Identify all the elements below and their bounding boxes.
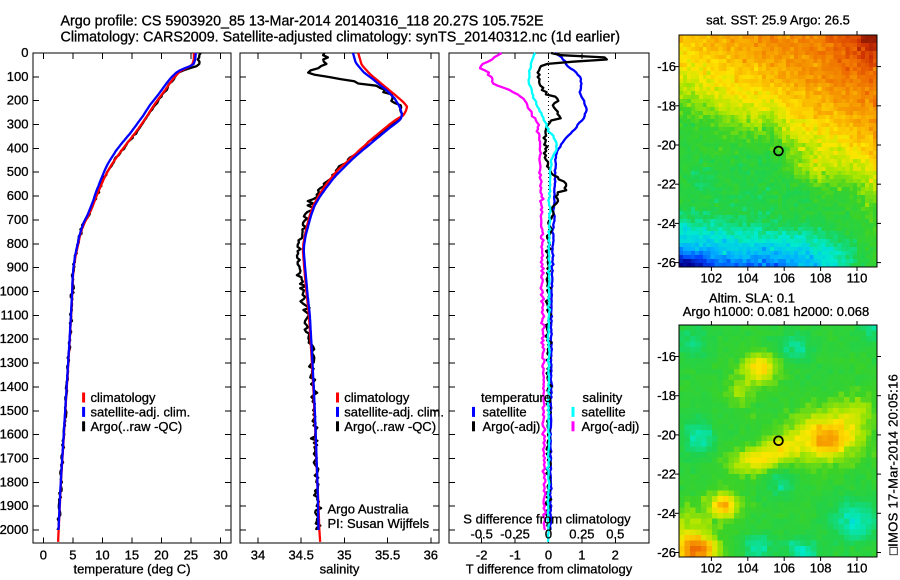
svg-text:satellite-adj. clim.: satellite-adj. clim. [344, 404, 444, 419]
svg-text:-0.5: -0.5 [470, 527, 492, 542]
svg-text:Argo(-adj): Argo(-adj) [483, 419, 541, 434]
svg-text:satellite: satellite [582, 404, 626, 419]
svg-text:106: 106 [773, 561, 795, 576]
svg-text:-20: -20 [657, 138, 676, 153]
svg-text:30: 30 [213, 548, 227, 563]
svg-text:salinity: salinity [583, 390, 623, 405]
svg-text:0: 0 [40, 548, 47, 563]
svg-text:T difference from climatology: T difference from climatology [466, 562, 633, 577]
svg-text:35.5: 35.5 [375, 548, 400, 563]
svg-text:-22: -22 [657, 467, 676, 482]
svg-text:climatology: climatology [344, 390, 410, 405]
svg-text:20: 20 [154, 548, 168, 563]
svg-text:PI: Susan Wijffels: PI: Susan Wijffels [328, 516, 430, 531]
svg-text:1: 1 [578, 548, 585, 563]
svg-text:1300: 1300 [0, 355, 29, 370]
svg-text:10: 10 [95, 548, 109, 563]
svg-text:Argo h1000: 0.081 h2000: 0.068: Argo h1000: 0.081 h2000: 0.068 [683, 304, 870, 319]
svg-text:Altim. SLA: 0.1: Altim. SLA: 0.1 [709, 291, 795, 306]
svg-text:S difference from climatology: S difference from climatology [463, 512, 631, 527]
svg-text:1500: 1500 [0, 403, 29, 418]
svg-text:satellite: satellite [483, 404, 527, 419]
svg-text:-18: -18 [657, 388, 676, 403]
svg-text:-26: -26 [657, 545, 676, 560]
svg-text:0: 0 [21, 45, 28, 60]
svg-text:106: 106 [773, 271, 795, 286]
svg-text:1900: 1900 [0, 498, 29, 513]
svg-text:900: 900 [7, 260, 29, 275]
svg-text:temperature (deg C): temperature (deg C) [73, 562, 190, 577]
svg-text:-0.25: -0.25 [500, 527, 530, 542]
svg-text:satellite-adj. clim.: satellite-adj. clim. [91, 404, 191, 419]
svg-text:102: 102 [701, 271, 723, 286]
svg-text:-24: -24 [657, 216, 676, 231]
svg-text:2000: 2000 [0, 522, 29, 537]
svg-text:600: 600 [7, 188, 29, 203]
svg-text:climatology: climatology [91, 390, 157, 405]
svg-text:Argo profile: CS 5903920_85 13: Argo profile: CS 5903920_85 13-Mar-2014 … [61, 14, 544, 30]
svg-text:0.5: 0.5 [606, 527, 624, 542]
svg-text:0: 0 [545, 527, 552, 542]
svg-text:0.25: 0.25 [569, 527, 594, 542]
svg-text:300: 300 [7, 117, 29, 132]
svg-text:Argo(..raw -QC): Argo(..raw -QC) [344, 419, 436, 434]
svg-text:□IMOS 17-Mar-2014 20:05:16: □IMOS 17-Mar-2014 20:05:16 [886, 374, 900, 555]
svg-text:34: 34 [251, 548, 265, 563]
svg-text:-24: -24 [657, 506, 676, 521]
svg-text:-1: -1 [509, 548, 521, 563]
svg-text:108: 108 [810, 271, 832, 286]
svg-text:Climatology: CARS2009. Satelli: Climatology: CARS2009. Satellite-adjuste… [61, 30, 620, 46]
svg-text:1800: 1800 [0, 474, 29, 489]
svg-text:108: 108 [810, 561, 832, 576]
svg-text:5: 5 [69, 548, 76, 563]
svg-text:-16: -16 [657, 59, 676, 74]
svg-text:102: 102 [701, 561, 723, 576]
svg-text:Argo(-adj): Argo(-adj) [582, 419, 640, 434]
svg-text:200: 200 [7, 93, 29, 108]
svg-text:35: 35 [337, 548, 351, 563]
svg-text:-2: -2 [476, 548, 488, 563]
svg-text:2: 2 [612, 548, 619, 563]
svg-text:104: 104 [737, 271, 759, 286]
svg-text:1000: 1000 [0, 284, 29, 299]
svg-text:700: 700 [7, 212, 29, 227]
svg-text:0: 0 [545, 548, 552, 563]
svg-text:-20: -20 [657, 427, 676, 442]
svg-text:104: 104 [737, 561, 759, 576]
svg-text:1600: 1600 [0, 427, 29, 442]
svg-text:110: 110 [847, 271, 868, 286]
svg-text:Argo(..raw -QC): Argo(..raw -QC) [91, 419, 183, 434]
svg-text:34.5: 34.5 [289, 548, 314, 563]
svg-text:1700: 1700 [0, 450, 29, 465]
svg-text:1200: 1200 [0, 331, 29, 346]
svg-text:1400: 1400 [0, 379, 29, 394]
svg-text:temperature: temperature [481, 390, 551, 405]
svg-text:100: 100 [7, 69, 29, 84]
svg-text:salinity: salinity [320, 562, 360, 577]
svg-text:800: 800 [7, 236, 29, 251]
svg-text:-16: -16 [657, 349, 676, 364]
svg-text:25: 25 [184, 548, 198, 563]
svg-text:36: 36 [424, 548, 438, 563]
svg-text:-26: -26 [657, 255, 676, 270]
svg-text:500: 500 [7, 164, 29, 179]
svg-text:1100: 1100 [1, 307, 29, 322]
svg-text:15: 15 [125, 548, 139, 563]
svg-text:400: 400 [7, 140, 29, 155]
svg-text:110: 110 [847, 561, 868, 576]
svg-text:-22: -22 [657, 177, 676, 192]
svg-text:Argo Australia: Argo Australia [328, 502, 410, 517]
svg-text:-18: -18 [657, 98, 676, 113]
svg-text:sat. SST: 25.9 Argo: 26.5: sat. SST: 25.9 Argo: 26.5 [706, 13, 850, 28]
